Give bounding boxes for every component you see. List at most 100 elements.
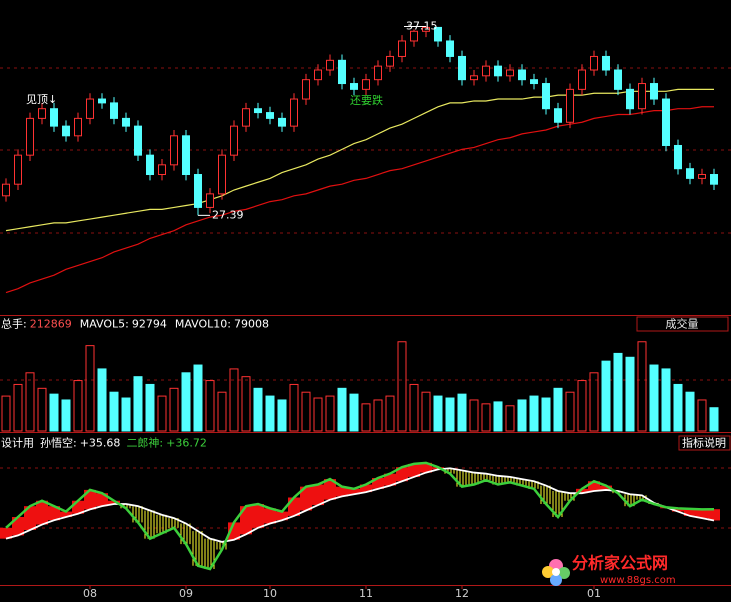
candle-body bbox=[134, 125, 142, 156]
volume-bar bbox=[25, 372, 35, 432]
candle-body bbox=[50, 108, 58, 127]
candle-body bbox=[326, 59, 334, 71]
candle-body bbox=[542, 83, 550, 110]
logo-petal bbox=[558, 567, 570, 579]
candle-body bbox=[470, 75, 478, 81]
volume-bar bbox=[253, 387, 263, 432]
volume-bar bbox=[73, 380, 83, 432]
volume-bar bbox=[625, 356, 635, 432]
candle-body bbox=[242, 108, 250, 127]
candle-body bbox=[422, 26, 430, 32]
volume-bar bbox=[493, 401, 503, 432]
candle-body bbox=[122, 117, 130, 127]
candle-body bbox=[458, 55, 466, 81]
volume-bar bbox=[529, 395, 539, 432]
band-fill-up bbox=[240, 506, 252, 535]
band-fill-up bbox=[312, 484, 324, 506]
volume-bar bbox=[157, 395, 167, 432]
band-fill-down bbox=[624, 494, 636, 507]
candle-body bbox=[290, 98, 298, 127]
legend-value: 79008 bbox=[234, 318, 269, 331]
volume-bar bbox=[661, 368, 671, 432]
indicator-title: 设计用 bbox=[1, 437, 34, 450]
volume-bar bbox=[433, 395, 443, 432]
button-label[interactable]: 成交量 bbox=[666, 317, 699, 331]
volume-bar bbox=[289, 383, 299, 432]
band-fill-up bbox=[708, 509, 720, 521]
volume-bar bbox=[121, 397, 131, 432]
legend-label: MAVOL10: bbox=[175, 318, 231, 331]
volume-bar bbox=[673, 383, 683, 432]
volume-bar bbox=[709, 407, 719, 432]
candle-body bbox=[218, 154, 226, 195]
volume-bar bbox=[373, 399, 383, 432]
candle-body bbox=[506, 69, 514, 77]
band-fill-up bbox=[36, 500, 48, 525]
band-fill-up bbox=[420, 462, 432, 473]
legend-label: 二郎神: bbox=[126, 436, 163, 450]
candle-body bbox=[398, 40, 406, 57]
volume-bar bbox=[313, 397, 323, 432]
candle-body bbox=[494, 65, 502, 77]
band-fill-up bbox=[696, 509, 708, 519]
candle-body bbox=[206, 193, 214, 208]
x-tick-label: 11 bbox=[359, 587, 373, 600]
logo-center bbox=[552, 568, 560, 576]
band-fill-down bbox=[468, 472, 480, 485]
volume-bar bbox=[85, 345, 95, 432]
legend-label: 孙悟空: bbox=[40, 436, 77, 450]
band-fill-down bbox=[516, 479, 528, 486]
candle-body bbox=[362, 79, 370, 90]
band-fill-up bbox=[336, 486, 348, 497]
candle-body bbox=[386, 55, 394, 67]
band-fill-up bbox=[264, 508, 276, 524]
candle-body bbox=[662, 98, 670, 146]
candle-body bbox=[482, 65, 490, 77]
candle-body bbox=[254, 108, 262, 114]
volume-bar bbox=[697, 399, 707, 432]
volume-bar bbox=[133, 376, 143, 432]
volume-bar bbox=[337, 387, 347, 432]
candle-body bbox=[14, 154, 22, 185]
candle-body bbox=[26, 117, 34, 156]
band-fill-down bbox=[444, 468, 456, 474]
signal-label: 见顶↓ bbox=[26, 93, 57, 106]
volume-bar bbox=[109, 391, 119, 432]
candle-body bbox=[434, 26, 442, 42]
button-label[interactable]: 指标说明 bbox=[682, 436, 726, 450]
volume-bar bbox=[649, 364, 659, 432]
band-fill-up bbox=[360, 484, 372, 493]
volume-bar bbox=[217, 391, 227, 432]
band-fill-up bbox=[372, 478, 384, 489]
candle-body bbox=[62, 125, 70, 137]
volume-bar bbox=[613, 352, 623, 432]
band-fill-down bbox=[552, 491, 564, 517]
indicator-button[interactable] bbox=[678, 435, 731, 451]
volume-bar bbox=[181, 372, 191, 432]
x-tick-label: 09 bbox=[179, 587, 193, 600]
candle-body bbox=[170, 135, 178, 166]
candle-body bbox=[566, 88, 574, 123]
candle-body bbox=[86, 98, 94, 119]
candle-body bbox=[350, 83, 358, 90]
band-fill-up bbox=[84, 489, 96, 510]
x-tick-label: 10 bbox=[263, 587, 277, 600]
band-fill-up bbox=[276, 511, 288, 521]
band-fill-up bbox=[588, 481, 600, 491]
indicator-button[interactable] bbox=[636, 316, 729, 332]
candle-body bbox=[374, 65, 382, 81]
volume-bar bbox=[301, 391, 311, 432]
candle-body bbox=[314, 69, 322, 81]
legend-label: 总手: bbox=[1, 317, 27, 331]
low-price-label: 27.39 bbox=[212, 208, 244, 221]
volume-bar bbox=[457, 393, 467, 432]
band-fill-down bbox=[216, 541, 228, 550]
band-fill-up bbox=[408, 463, 420, 477]
volume-bar bbox=[97, 368, 107, 432]
band-fill-up bbox=[348, 488, 360, 495]
volume-bar bbox=[685, 391, 695, 432]
candle-body bbox=[578, 69, 586, 90]
volume-bar bbox=[409, 383, 419, 432]
